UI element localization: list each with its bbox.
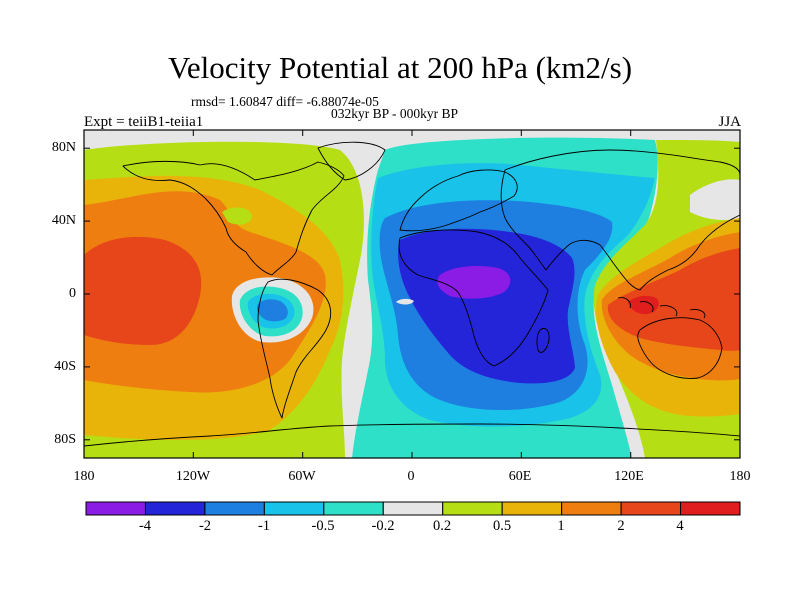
colorbar-swatch-0 (85, 501, 146, 516)
contour-field (84, 130, 740, 458)
coastline-australia (637, 317, 723, 379)
colorbar-swatch-7 (501, 501, 563, 516)
lon-label-120e: 120E (614, 469, 644, 484)
colorbar-label-0.5: 0.5 (492, 518, 512, 534)
colorbar-swatch-2 (204, 501, 265, 516)
colorbar-swatch-1 (144, 501, 206, 516)
coastline-south-america (257, 278, 332, 419)
chart-title: Velocity Potential at 200 hPa (km2/s) (167, 50, 633, 85)
period-label: 032kyr BP - 000kyr BP (331, 106, 459, 121)
colorbar-swatch-5 (382, 501, 444, 516)
neutral-gap-arctic (690, 179, 740, 220)
coastline-asia (500, 149, 740, 291)
coastline-north-america (122, 160, 345, 276)
lat-label-40n: 40N (51, 213, 76, 228)
colorbar-label-4: 4 (676, 518, 684, 534)
colorbar-swatch-9 (620, 501, 682, 516)
lat-label-80s: 80S (54, 432, 76, 447)
colorbar-label-neg4: -4 (138, 518, 152, 534)
colorbar-swatch-10 (680, 501, 741, 516)
coastlines (84, 141, 740, 447)
positive-region-pacific-2 (84, 236, 202, 345)
neutral-spot-atlantic (396, 298, 414, 305)
lon-label-60w: 60W (288, 469, 316, 484)
colorbar-swatch-8 (561, 501, 622, 516)
colorbar-label-1: 1 (557, 518, 565, 534)
experiment-label: Expt = teiiB1-teiia1 (84, 114, 204, 130)
lon-label-0: 0 (407, 469, 415, 484)
colorbar-swatch-6 (442, 501, 503, 516)
coastline-indonesia (617, 297, 706, 319)
lat-label-80n: 80N (51, 140, 76, 155)
lon-label-180w: 180 (73, 469, 95, 484)
coastline-africa (398, 229, 549, 367)
stats-label: rmsd= 1.60847 diff= -6.88074e-05 (191, 94, 379, 109)
colorbar-swatch-4 (323, 501, 384, 516)
negative-cell-south-america-2 (256, 299, 288, 322)
positive-region-asia-2 (607, 248, 740, 351)
lat-label-equator: 0 (69, 286, 76, 301)
axis-ticks (83, 130, 741, 458)
colorbar-label-neg1: -1 (257, 518, 271, 534)
coastline-europe (399, 169, 518, 232)
positive-cell-north-america (222, 207, 252, 225)
lat-label-40s: 40S (54, 359, 76, 374)
coastline-madagascar (536, 328, 550, 353)
colorbar-label-neg0.5: -0.5 (311, 518, 335, 534)
positive-cell-indonesia-4 (628, 295, 659, 315)
colorbar-label-neg2: -2 (198, 518, 212, 534)
lon-label-60e: 60E (508, 469, 532, 484)
colorbar-swatch-3 (263, 501, 325, 516)
lon-label-180e: 180 (729, 469, 751, 484)
negative-region-africa-4 (437, 266, 511, 299)
colorbar-label-0.2: 0.2 (432, 518, 452, 534)
lon-label-120w: 120W (175, 469, 211, 484)
colorbar-label-2: 2 (617, 518, 625, 534)
season-label: JJA (718, 114, 741, 130)
coastline-antarctica (84, 423, 740, 447)
colorbar-label-neg0.2: -0.2 (371, 518, 395, 534)
negative-region-africa-2 (398, 228, 575, 384)
colorbar (85, 501, 741, 516)
coastline-greenland (317, 141, 386, 181)
